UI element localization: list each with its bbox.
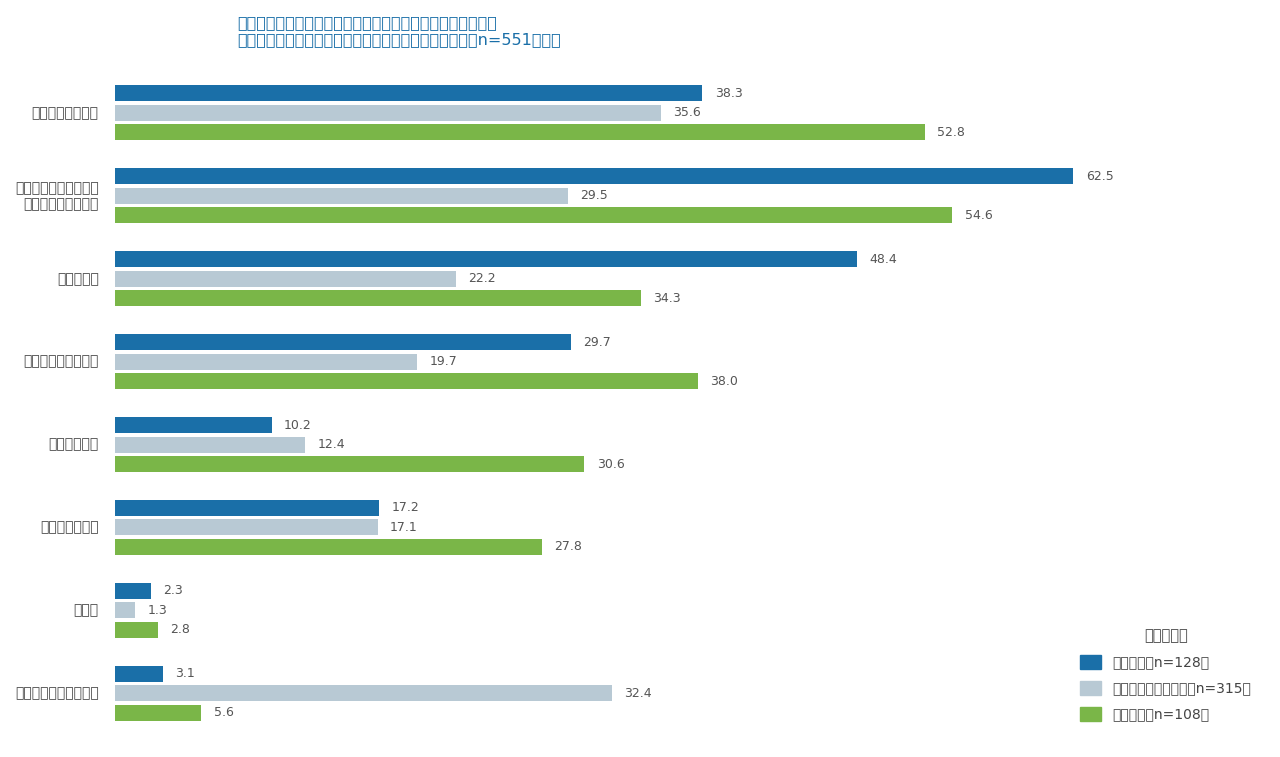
Bar xyxy=(115,86,703,101)
Bar xyxy=(115,168,1074,185)
Text: 52.8: 52.8 xyxy=(937,126,965,139)
Bar xyxy=(115,373,698,389)
Bar xyxy=(115,207,952,223)
Bar xyxy=(115,500,379,516)
Text: あてはまるものをすべてお選びください。〈複数選択／n=551／％〉: あてはまるものをすべてお選びください。〈複数選択／n=551／％〉 xyxy=(237,32,561,47)
Text: 38.3: 38.3 xyxy=(714,87,742,100)
Text: 17.1: 17.1 xyxy=(390,521,417,534)
Bar xyxy=(115,437,306,453)
Text: 3.1: 3.1 xyxy=(175,667,195,681)
Text: 2.8: 2.8 xyxy=(170,623,191,637)
Text: 22.2: 22.2 xyxy=(468,273,495,285)
Bar xyxy=(115,603,136,618)
Text: 54.6: 54.6 xyxy=(965,209,992,222)
Bar xyxy=(115,124,924,141)
Text: 27.8: 27.8 xyxy=(554,540,581,553)
Bar xyxy=(115,456,585,472)
Bar xyxy=(115,354,417,369)
Text: 29.7: 29.7 xyxy=(582,335,611,349)
Bar xyxy=(115,665,163,682)
Text: 34.3: 34.3 xyxy=(653,291,681,305)
Text: 2.3: 2.3 xyxy=(163,584,183,597)
Text: 17.2: 17.2 xyxy=(392,501,419,515)
Text: 1.3: 1.3 xyxy=(147,604,168,617)
Legend: 上がった（n=128）, どちらともいえない（n=315）, 下がった（n=108）: 上がった（n=128）, どちらともいえない（n=315）, 下がった（n=10… xyxy=(1074,621,1258,728)
Bar xyxy=(115,417,271,433)
Text: 35.6: 35.6 xyxy=(673,107,701,120)
Text: 62.5: 62.5 xyxy=(1085,170,1114,183)
Text: 38.0: 38.0 xyxy=(710,375,739,388)
Text: 10.2: 10.2 xyxy=(284,419,312,431)
Text: 19.7: 19.7 xyxy=(430,355,457,368)
Text: 29.5: 29.5 xyxy=(580,189,608,202)
Bar xyxy=(115,583,151,599)
Bar xyxy=(115,334,571,350)
Text: 12.4: 12.4 xyxy=(317,438,346,451)
Bar xyxy=(115,685,612,701)
Bar xyxy=(115,105,660,121)
Bar xyxy=(115,621,159,638)
Text: 会社への信頼感の変化に影響していると思うことについて、: 会社への信頼感の変化に影響していると思うことについて、 xyxy=(237,15,497,30)
Bar xyxy=(115,271,456,287)
Bar xyxy=(115,519,378,535)
Bar xyxy=(115,539,541,555)
Bar xyxy=(115,188,567,204)
Text: 5.6: 5.6 xyxy=(214,706,233,719)
Bar xyxy=(115,290,641,307)
Text: 32.4: 32.4 xyxy=(625,687,652,699)
Text: 48.4: 48.4 xyxy=(869,253,897,266)
Text: 30.6: 30.6 xyxy=(596,457,625,471)
Bar xyxy=(115,705,201,721)
Bar xyxy=(115,251,858,267)
